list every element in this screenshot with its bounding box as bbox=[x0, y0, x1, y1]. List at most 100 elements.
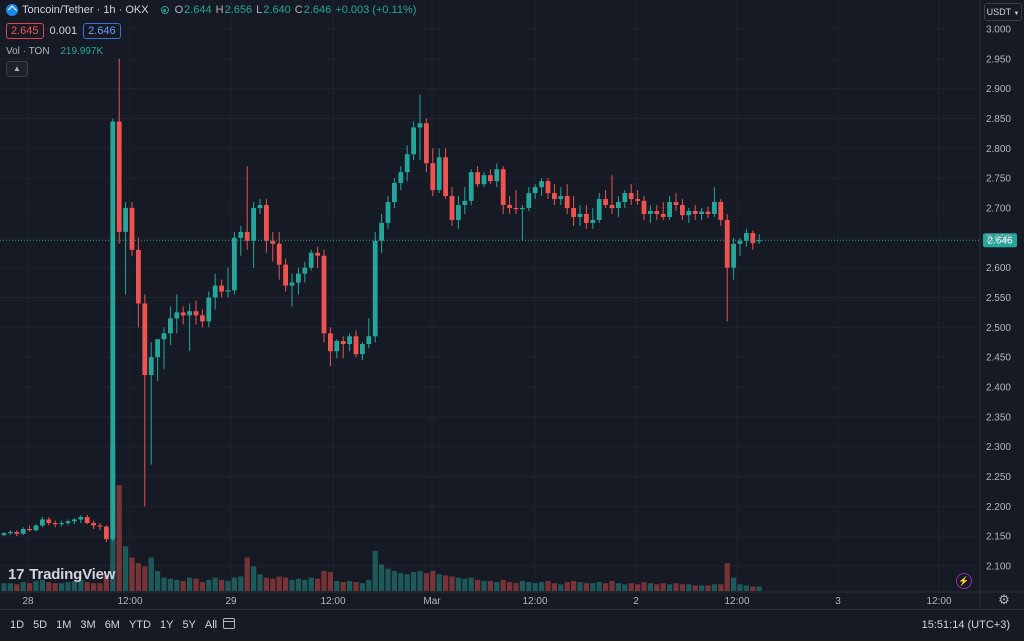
candle bbox=[33, 524, 39, 532]
candle bbox=[724, 213, 730, 322]
candle-body bbox=[219, 285, 224, 292]
volume-bar bbox=[647, 583, 653, 591]
candle-body bbox=[526, 193, 532, 208]
volume-bar bbox=[571, 580, 577, 591]
candle-body bbox=[97, 525, 103, 527]
candle-body bbox=[430, 163, 436, 191]
range-1y-button[interactable]: 1Y bbox=[159, 619, 174, 631]
market-status-icon[interactable] bbox=[160, 6, 169, 14]
candle bbox=[193, 300, 199, 325]
clock[interactable]: 15:51:14 (UTC+3) bbox=[921, 619, 1010, 631]
volume-bar bbox=[71, 580, 77, 591]
time-tick-label: 12:00 bbox=[926, 596, 951, 607]
candle-body bbox=[251, 208, 256, 241]
volume-bar bbox=[14, 584, 20, 591]
candle-body bbox=[334, 341, 340, 352]
tradingview-logo[interactable]: 17 TradingView bbox=[8, 566, 115, 583]
volume-value: 219.997K bbox=[60, 46, 104, 57]
calendar-icon[interactable] bbox=[223, 618, 235, 629]
bottom-toolbar: 1D 5D 1M 3M 6M YTD 1Y 5Y All 15:51:14 (U… bbox=[0, 609, 1024, 641]
candle bbox=[443, 148, 448, 200]
volume-bar bbox=[103, 575, 109, 591]
candle-body bbox=[328, 333, 333, 352]
volume-bar bbox=[347, 580, 353, 591]
candle-body bbox=[513, 208, 519, 210]
candle bbox=[14, 530, 20, 537]
range-all-button[interactable]: All bbox=[204, 619, 218, 631]
volume-bar bbox=[468, 577, 474, 591]
candle bbox=[65, 519, 71, 526]
volume-bar bbox=[142, 566, 148, 591]
volume-bar bbox=[686, 584, 692, 591]
range-1m-button[interactable]: 1M bbox=[56, 619, 72, 631]
time-tick-label: Mar bbox=[423, 596, 441, 607]
volume-bar bbox=[199, 582, 205, 591]
range-selector: 1D 5D 1M 3M 6M YTD 1Y 5Y All bbox=[10, 619, 217, 631]
candle bbox=[308, 249, 314, 271]
chevron-down-icon: ▼ bbox=[1013, 11, 1020, 17]
volume-bar bbox=[628, 583, 634, 591]
candle-body bbox=[436, 157, 442, 191]
candle bbox=[712, 187, 717, 217]
candle bbox=[251, 202, 256, 268]
range-3m-button[interactable]: 3M bbox=[80, 619, 96, 631]
candle bbox=[660, 202, 666, 220]
volume-bar bbox=[39, 579, 45, 591]
buy-button[interactable]: 2.646 bbox=[83, 23, 121, 39]
volume-bar bbox=[539, 582, 545, 591]
chart-settings-button[interactable]: ⚙ bbox=[997, 593, 1011, 607]
candle bbox=[468, 169, 474, 206]
spread-value: 0.001 bbox=[49, 25, 78, 37]
bolt-button[interactable]: ⚡ bbox=[956, 573, 972, 589]
volume-bar bbox=[577, 582, 583, 591]
range-5d-button[interactable]: 5D bbox=[33, 619, 48, 631]
chart-grid bbox=[0, 0, 980, 592]
collapse-legend-button[interactable]: ▲ bbox=[6, 61, 28, 77]
candle bbox=[219, 279, 224, 298]
volume-bar bbox=[135, 563, 141, 591]
price-tick-label: 2.500 bbox=[986, 323, 1011, 334]
volume-bar bbox=[667, 584, 673, 591]
volume-bar bbox=[551, 583, 557, 591]
candle bbox=[225, 267, 231, 298]
candle-body bbox=[648, 210, 653, 214]
symbol-title[interactable]: Toncoin/Tether · 1h · OKX bbox=[22, 4, 149, 16]
candle-body bbox=[296, 273, 301, 283]
candle-body bbox=[475, 172, 480, 185]
candle-body bbox=[116, 121, 122, 232]
candle-body bbox=[206, 297, 212, 322]
candle-body bbox=[366, 336, 372, 345]
candle bbox=[276, 231, 282, 280]
candle bbox=[545, 178, 551, 200]
candle bbox=[680, 199, 685, 220]
range-1d-button[interactable]: 1D bbox=[10, 619, 25, 631]
range-ytd-button[interactable]: YTD bbox=[128, 619, 151, 631]
candle-body bbox=[552, 193, 557, 200]
candle bbox=[750, 230, 756, 250]
volume-bar bbox=[289, 579, 295, 591]
volume-bar bbox=[564, 582, 570, 591]
current-price-tag-label: 2.646 bbox=[987, 236, 1012, 247]
volume-bar bbox=[302, 579, 308, 591]
candle bbox=[430, 148, 436, 197]
candle-body bbox=[686, 210, 692, 216]
candle-body bbox=[270, 240, 276, 244]
candle bbox=[91, 520, 96, 530]
volume-bar bbox=[475, 579, 481, 591]
volume-bar bbox=[545, 580, 551, 591]
volume-label[interactable]: Vol · TON bbox=[6, 46, 50, 57]
volume-bar bbox=[20, 582, 26, 591]
volume-bar bbox=[123, 546, 129, 591]
currency-button[interactable]: USDT ▼ bbox=[984, 3, 1022, 21]
price-tick-label: 2.850 bbox=[986, 114, 1011, 125]
range-5y-button[interactable]: 5Y bbox=[182, 619, 196, 631]
volume-bar bbox=[65, 582, 71, 591]
candle-body bbox=[148, 357, 154, 376]
sell-button[interactable]: 2.645 bbox=[6, 23, 44, 39]
range-6m-button[interactable]: 6M bbox=[104, 619, 120, 631]
candle bbox=[449, 187, 455, 226]
candle-body bbox=[59, 523, 64, 525]
chevron-up-icon: ▲ bbox=[13, 64, 21, 73]
candle-body bbox=[731, 243, 736, 268]
